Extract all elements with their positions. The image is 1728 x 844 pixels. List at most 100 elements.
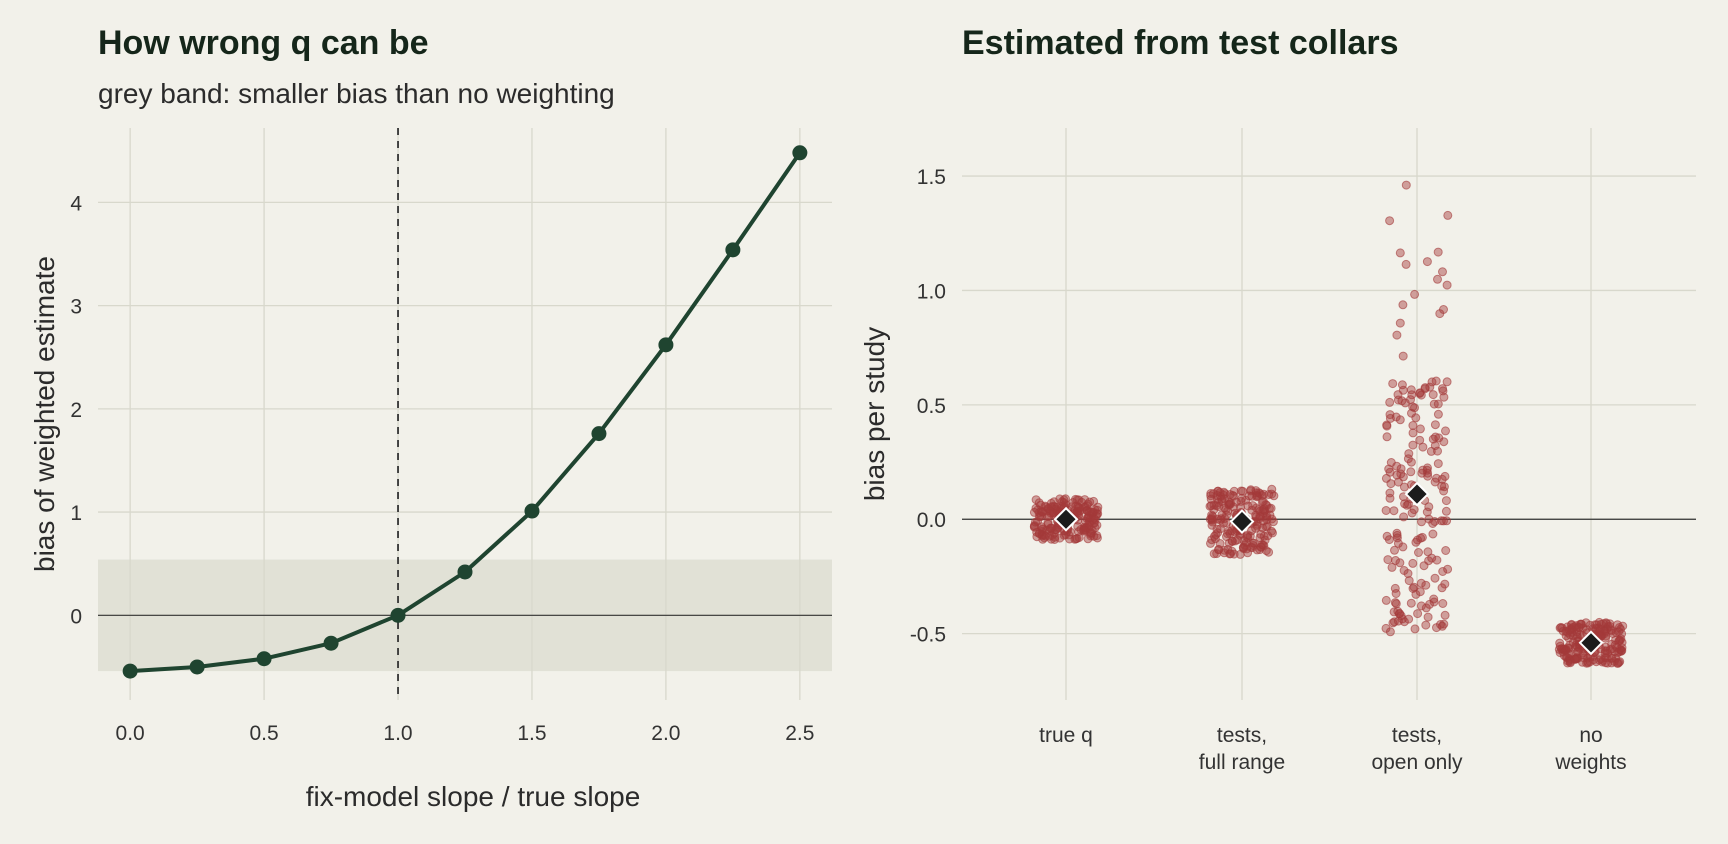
study-point — [1421, 620, 1431, 630]
study-point — [1601, 618, 1611, 628]
data-point — [390, 607, 406, 623]
study-point — [1428, 390, 1438, 400]
study-point — [1252, 492, 1262, 502]
study-point — [1071, 494, 1080, 504]
study-point — [1441, 506, 1451, 516]
study-point — [1227, 546, 1237, 556]
study-point — [1395, 558, 1405, 568]
study-point — [1269, 491, 1279, 501]
study-point — [1429, 594, 1439, 604]
study-point — [1443, 210, 1453, 220]
study-point — [1433, 409, 1443, 419]
study-point — [1217, 494, 1226, 504]
study-point — [1411, 413, 1421, 423]
study-point — [1433, 274, 1442, 284]
study-point — [1437, 583, 1447, 593]
study-point — [1395, 248, 1405, 258]
study-point — [1396, 611, 1406, 621]
study-point — [1429, 597, 1439, 607]
study-point — [1568, 637, 1578, 647]
study-point — [1243, 530, 1253, 540]
study-point — [1414, 548, 1423, 557]
study-point — [1216, 524, 1225, 534]
study-point — [1423, 471, 1433, 481]
study-point — [1417, 517, 1426, 527]
study-point — [1409, 505, 1419, 515]
category-label: no — [1579, 724, 1602, 747]
mean-marker — [1229, 509, 1255, 534]
category-label: weights — [1554, 751, 1626, 774]
study-point — [1071, 501, 1081, 511]
study-point — [1384, 535, 1394, 545]
study-point — [1441, 426, 1450, 436]
study-point — [1430, 420, 1440, 430]
right-chart-title: Estimated from test collars — [962, 24, 1399, 62]
study-point — [1408, 428, 1418, 438]
category-label: full range — [1199, 751, 1285, 774]
study-point — [1089, 496, 1099, 506]
study-point — [1441, 546, 1451, 555]
study-point — [1410, 289, 1420, 299]
data-point — [792, 145, 808, 161]
study-point — [1083, 534, 1093, 544]
y-axis-label: bias per study — [859, 327, 890, 501]
study-point — [1400, 398, 1410, 408]
left-plot-panel: 0.0 0.5 1.0 1.5 2.0 2.5 0 1 2 3 4 fix-model slope /… — [29, 128, 832, 812]
study-point — [1613, 648, 1623, 658]
y-tick-label: 2 — [70, 399, 82, 422]
study-point — [1404, 449, 1414, 459]
study-point — [1613, 620, 1622, 630]
y-tick-label: -0.5 — [910, 624, 946, 647]
study-point — [1408, 402, 1418, 412]
study-point — [1406, 467, 1416, 477]
mean-marker — [1404, 481, 1430, 507]
y-tick-label: 0.0 — [917, 509, 946, 532]
study-point — [1408, 440, 1418, 450]
study-point — [1381, 506, 1391, 515]
study-point — [1256, 542, 1266, 552]
study-point — [1206, 491, 1216, 501]
study-point — [1259, 516, 1269, 526]
data-point — [189, 659, 205, 675]
y-tick-label: 0 — [70, 605, 82, 628]
y-tick-label: 3 — [70, 296, 82, 319]
study-point — [1402, 500, 1412, 510]
study-point — [1433, 446, 1442, 456]
right-plot-panel: -0.5 0.0 0.5 1.0 1.5 true q tests, full range te… — [859, 128, 1696, 774]
study-point — [1384, 464, 1394, 474]
study-point — [1243, 533, 1253, 543]
study-point — [1601, 658, 1610, 668]
study-point — [1395, 318, 1405, 328]
study-point — [1411, 537, 1421, 547]
study-point — [1441, 496, 1451, 506]
study-point — [1080, 495, 1090, 505]
study-point — [1398, 351, 1408, 361]
study-point — [1415, 389, 1425, 398]
study-point — [1591, 623, 1601, 633]
study-point — [1268, 528, 1277, 538]
study-point — [1079, 502, 1089, 512]
study-point — [1389, 506, 1399, 516]
study-point — [1438, 567, 1448, 576]
study-point — [1411, 589, 1421, 599]
study-point — [1421, 580, 1431, 590]
study-point — [1439, 437, 1449, 447]
study-point — [1410, 624, 1420, 634]
study-point — [1029, 521, 1039, 531]
study-point — [1428, 519, 1438, 528]
y-tick-label: 1.5 — [917, 166, 946, 189]
x-tick-label: 0.5 — [249, 722, 278, 745]
study-point — [1440, 610, 1450, 620]
study-point — [1415, 435, 1425, 445]
study-point — [1219, 518, 1228, 528]
study-point — [1223, 529, 1232, 539]
study-point — [1382, 432, 1392, 442]
study-point — [1570, 654, 1580, 664]
study-point — [1439, 619, 1449, 629]
study-point — [1572, 623, 1581, 633]
y-axis-label: bias of weighted estimate — [29, 256, 60, 572]
study-point — [1399, 512, 1409, 522]
study-point — [1392, 533, 1402, 543]
study-point — [1382, 421, 1392, 431]
study-point — [1426, 446, 1436, 456]
